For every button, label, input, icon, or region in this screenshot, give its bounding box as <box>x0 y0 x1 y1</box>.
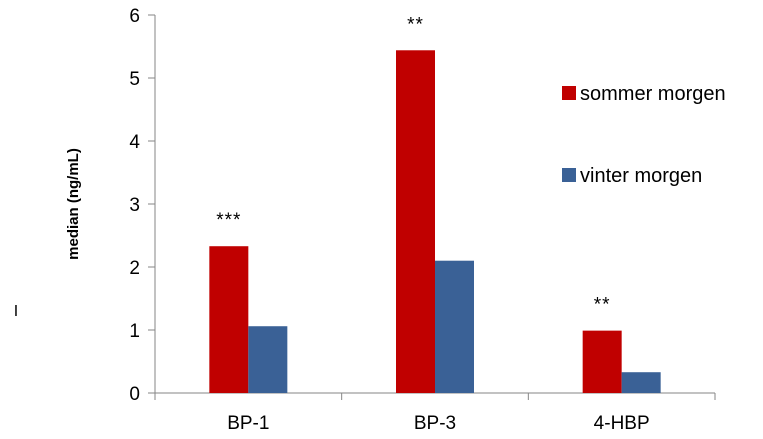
x-ticks: BP-1 BP-3 4-HBP <box>154 393 716 434</box>
legend-swatch <box>562 86 576 100</box>
significance-annotation: ** <box>407 14 424 35</box>
bar-vinter-morgen-BP-1 <box>248 326 288 393</box>
y-tick-label: 0 <box>129 384 140 405</box>
bars <box>209 50 661 393</box>
y-tick-label: 1 <box>129 321 140 342</box>
y-axis-label: median (ng/mL) <box>65 148 82 260</box>
y-tick-label: 3 <box>129 195 140 216</box>
legend-swatch <box>562 168 576 182</box>
x-tick-label: BP-3 <box>414 413 456 434</box>
y-tick-label: 4 <box>129 132 140 153</box>
bar-sommer-morgen-BP-3 <box>396 50 435 393</box>
significance-annotations: ******* <box>216 14 611 316</box>
y-ticks: 0 1 2 3 4 5 6 <box>129 6 155 405</box>
stray-mark: I <box>14 303 18 320</box>
y-tick-label: 5 <box>129 69 140 90</box>
x-tick-label: BP-1 <box>227 413 269 434</box>
bar-vinter-morgen-4-HBP <box>621 372 661 393</box>
y-tick-label: 6 <box>129 6 140 27</box>
legend-label: sommer morgen <box>580 83 726 105</box>
legend: sommer morgen vinter morgen <box>562 83 726 187</box>
bar-sommer-morgen-4-HBP <box>582 330 622 393</box>
significance-annotation: *** <box>216 210 241 231</box>
bar-sommer-morgen-BP-1 <box>209 246 249 393</box>
legend-label: vinter morgen <box>580 165 702 187</box>
y-tick-label: 2 <box>129 258 140 279</box>
x-tick-label: 4-HBP <box>594 413 650 434</box>
bar-vinter-morgen-BP-3 <box>435 260 474 393</box>
significance-annotation: ** <box>594 295 611 316</box>
